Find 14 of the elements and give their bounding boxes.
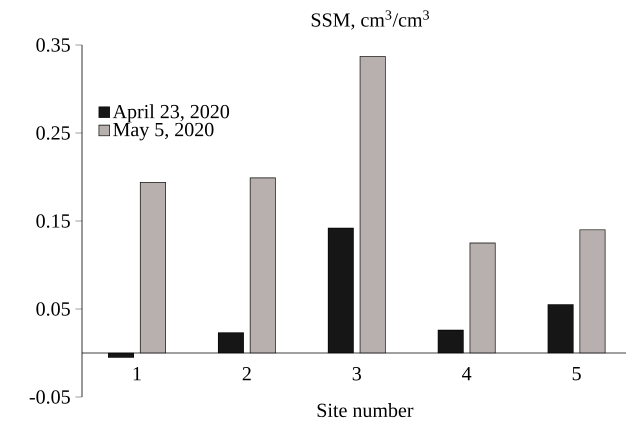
y-tick-label: 0.25 xyxy=(36,126,70,140)
x-tick-label: 3 xyxy=(352,367,361,380)
x-axis-title: Site number xyxy=(318,403,414,418)
y-tick-label: 0.15 xyxy=(36,214,70,228)
y-tick-label: 0.35 xyxy=(36,38,70,52)
x-tick-label: 2 xyxy=(242,367,251,380)
x-tick-label: 5 xyxy=(572,367,581,380)
y-tick-label: -0.05 xyxy=(30,390,70,404)
legend-label: April 23, 2020 xyxy=(112,104,230,122)
legend-label: May 5, 2020 xyxy=(113,122,214,140)
x-tick-label: 1 xyxy=(134,367,141,380)
y-tick-label: 0.05 xyxy=(36,302,70,316)
x-tick-label: 4 xyxy=(462,367,472,380)
chart-title: SSM, cm$^{3}$/cm$^{3}$ xyxy=(312,10,429,30)
